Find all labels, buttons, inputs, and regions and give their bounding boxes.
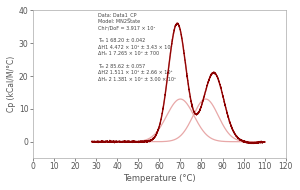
X-axis label: Temperature (°C): Temperature (°C) [123, 174, 196, 183]
Y-axis label: Cp (kCal/M/°C): Cp (kCal/M/°C) [7, 56, 16, 112]
Text: Data: Data1_CP
Model: MN2State
Chi²/DoF = 3.917 × 10¹

Tₘ 1 68.20 ± 0.042
ΔH1 4.: Data: Data1_CP Model: MN2State Chi²/DoF … [98, 12, 176, 82]
